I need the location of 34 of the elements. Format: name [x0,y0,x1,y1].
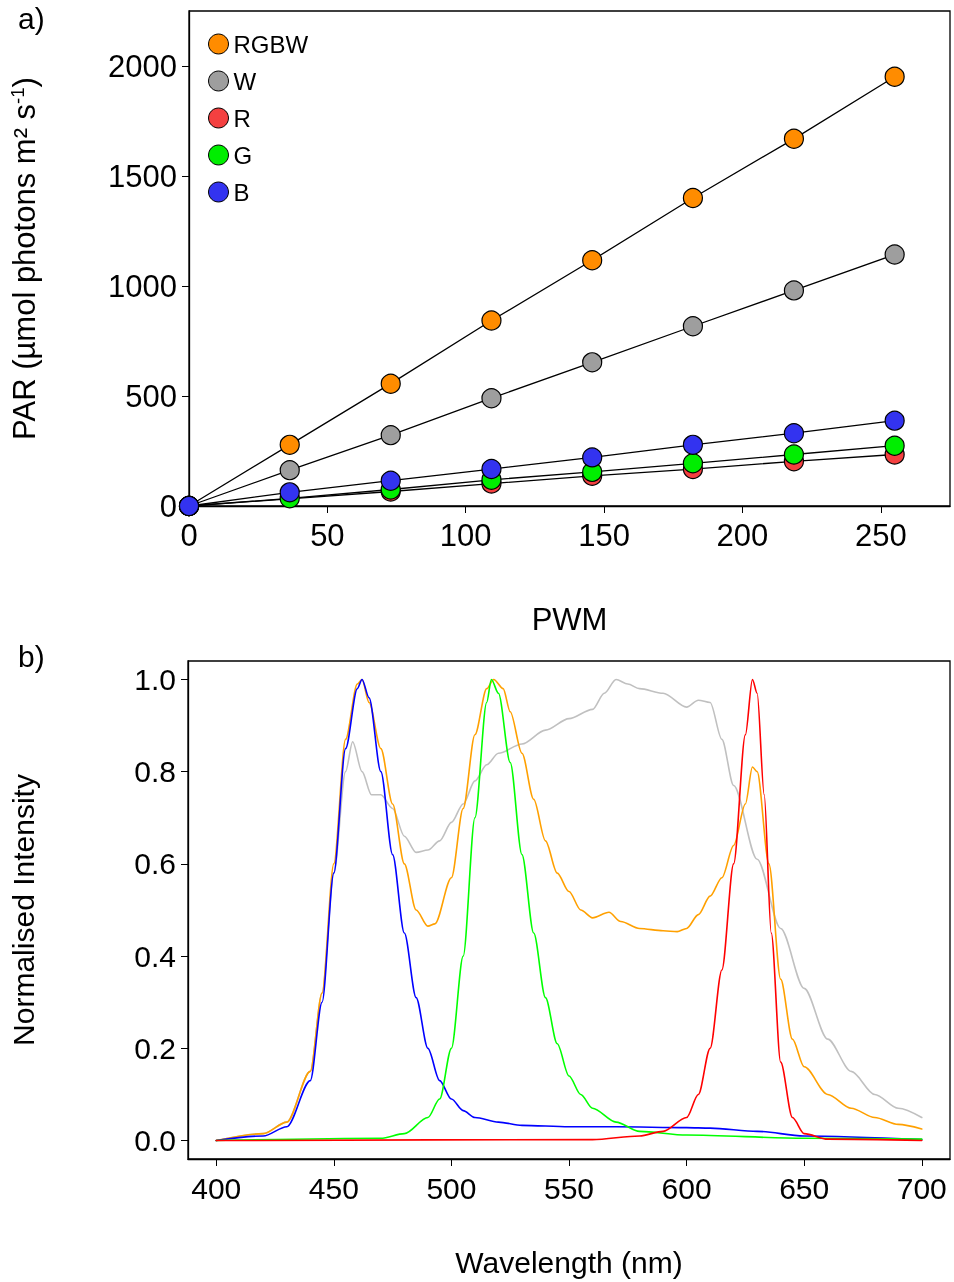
y-axis-title: Normalised Intensity [6,774,40,1046]
y-axis-title: PAR (µmol photons m² s-1) [7,77,42,440]
y-tick-label: 1500 [108,158,177,194]
y-tick-label: 500 [125,378,177,414]
x-tick-label: 700 [896,1171,947,1205]
x-tick-label: 650 [779,1171,830,1205]
x-tick-label: 50 [310,518,345,553]
text: b) [18,640,45,674]
y-tick-label: 0 [159,488,177,524]
text: a) [18,2,45,36]
y-tick-label: 1000 [108,268,177,304]
legend-label: G [233,141,253,169]
x-axis-title: PWM [531,602,608,637]
y-tick-label: 2000 [108,48,177,84]
x-tick-label: 250 [854,518,907,553]
y-tick-label: 0.6 [134,847,176,881]
x-tick-label: 150 [578,518,630,553]
x-tick-label: 550 [543,1171,595,1205]
x-tick-label: 600 [661,1171,712,1205]
x-tick-label: 200 [716,518,769,553]
x-tick-label: 400 [191,1171,242,1205]
legend-label: R [233,104,251,132]
x-tick-label: 100 [439,518,492,553]
x-tick-label: 450 [308,1171,359,1205]
legend-label: B [233,178,250,206]
y-tick-label: 0.8 [134,755,176,789]
y-tick-label: 1.0 [134,662,176,696]
x-axis-title: Wavelength (nm) [455,1245,683,1279]
y-tick-label: 0.4 [134,939,176,973]
y-tick-label: 0.0 [134,1124,176,1158]
legend-label: W [233,67,257,95]
y-tick-label: 0.2 [134,1031,176,1065]
legend-label: RGBW [233,30,309,58]
x-tick-label: 500 [426,1171,477,1205]
